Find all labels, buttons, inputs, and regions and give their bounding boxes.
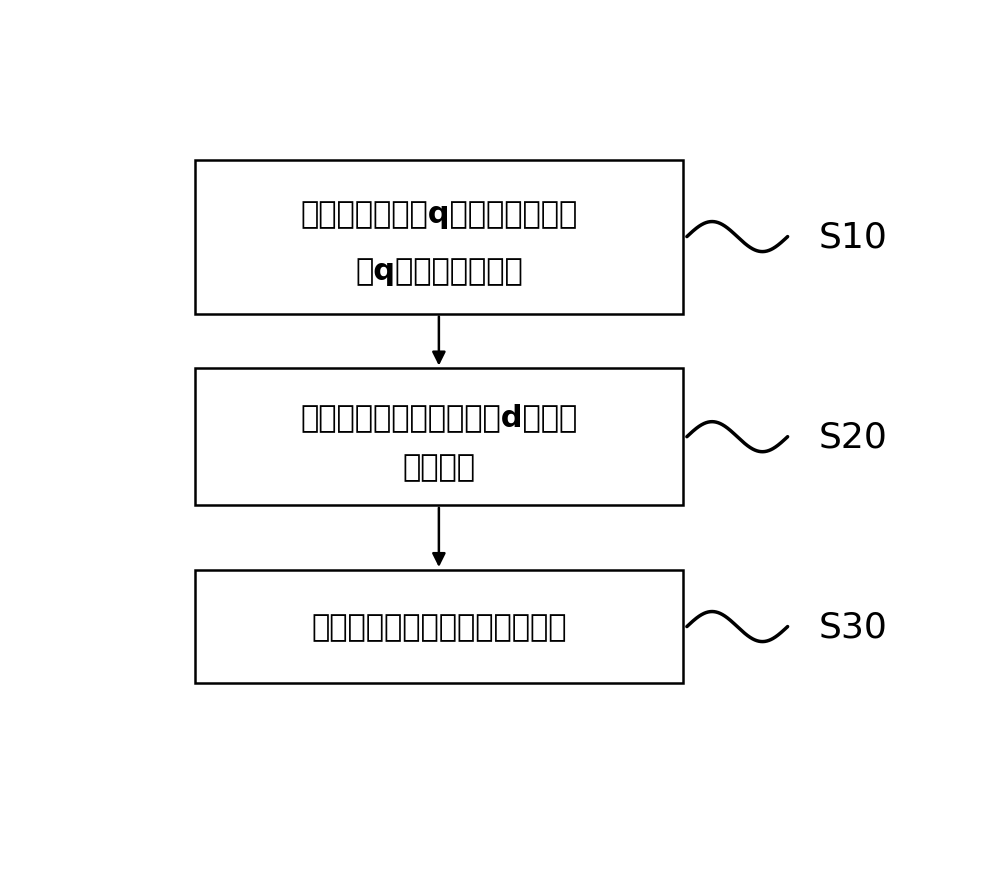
FancyBboxPatch shape xyxy=(195,161,683,315)
FancyBboxPatch shape xyxy=(195,571,683,683)
Text: 获取弱磁状态下q轴电压的输出值: 获取弱磁状态下q轴电压的输出值 xyxy=(300,200,578,229)
Text: S10: S10 xyxy=(819,221,888,254)
Text: S20: S20 xyxy=(819,420,888,455)
Text: S30: S30 xyxy=(819,610,888,644)
Text: 的补偿值: 的补偿值 xyxy=(402,453,475,482)
Text: 根据补偿值对弱磁电流进行补偿: 根据补偿值对弱磁电流进行补偿 xyxy=(311,612,567,641)
FancyBboxPatch shape xyxy=(195,369,683,505)
Text: 和q轴电压的设定值: 和q轴电压的设定值 xyxy=(355,257,523,286)
Text: 根据输出值和设定值确定d轴电流: 根据输出值和设定值确定d轴电流 xyxy=(300,402,578,431)
